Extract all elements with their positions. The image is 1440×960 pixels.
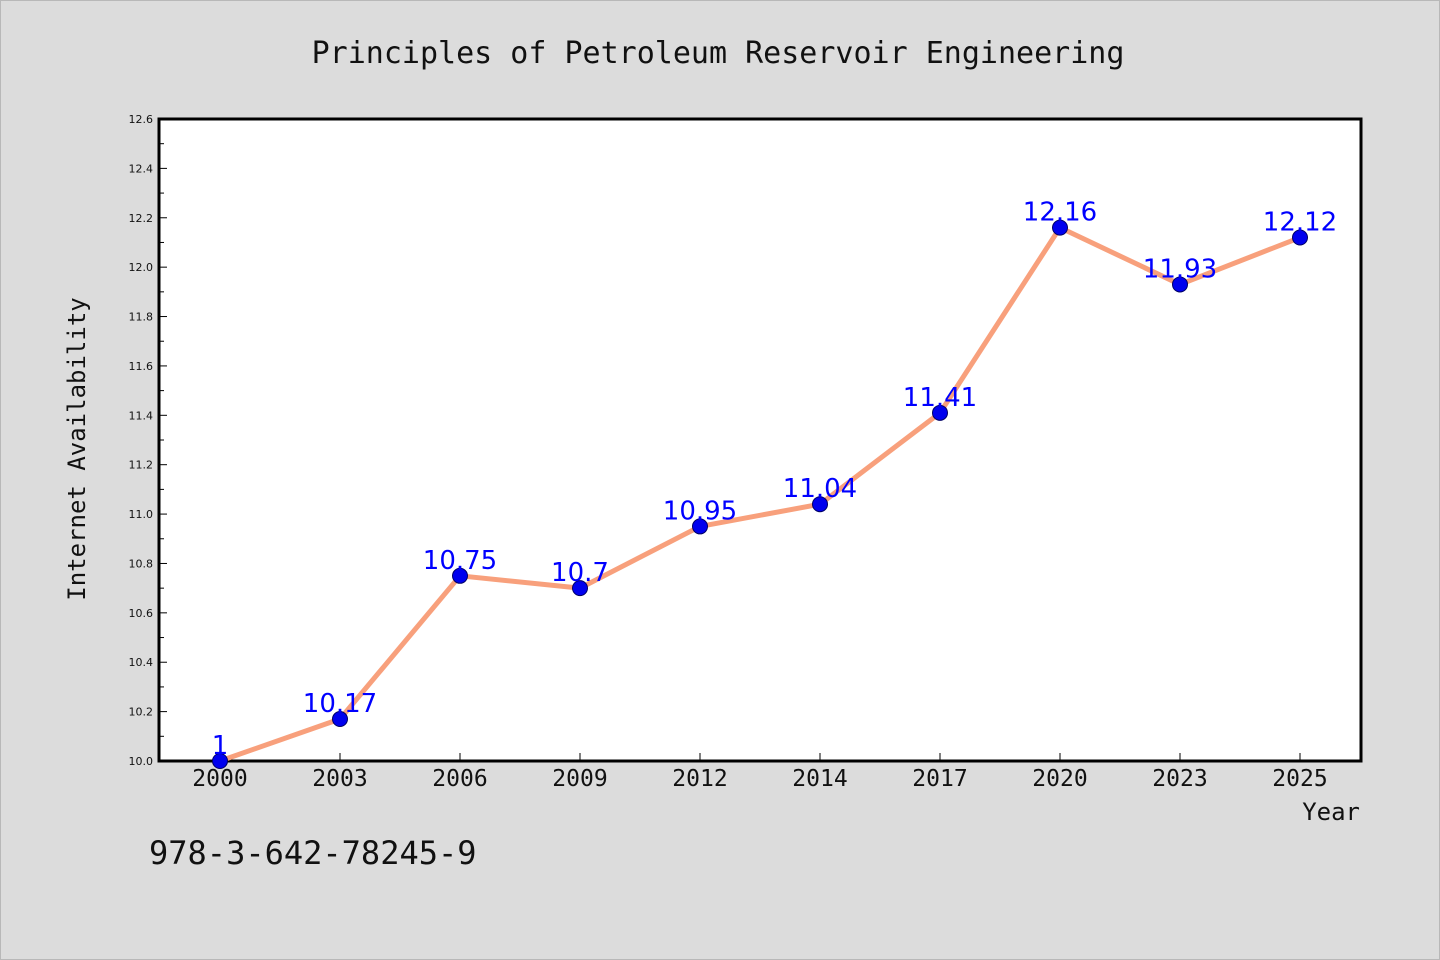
data-point [812, 496, 828, 513]
y-tick-label: 10.4 [129, 656, 154, 669]
y-tick-label: 11.6 [129, 360, 154, 373]
data-label: 12.12 [1263, 208, 1337, 238]
data-label: 12.16 [1023, 198, 1097, 228]
series-layer [212, 219, 1308, 769]
x-tick-label: 2009 [552, 766, 607, 792]
y-axis: 10.0 10.2 10.4 10.6 10.8 11.0 11.2 11.4 11.6 11.8… [129, 113, 167, 768]
data-point [332, 711, 348, 728]
data-point [932, 404, 948, 421]
x-tick-label: 2000 [192, 766, 247, 792]
data-point [212, 753, 228, 769]
chart-title: Principles of Petroleum Reservoir Engine… [312, 36, 1125, 71]
x-tick-label: 2025 [1272, 766, 1327, 792]
data-label: 11.93 [1143, 254, 1217, 284]
data-point [1172, 276, 1188, 293]
x-axis: 2000 2003 2006 2009 2012 2014 2017 2020 2023 2025 [192, 753, 1328, 792]
data-point [1292, 229, 1308, 246]
data-label: 10.95 [663, 496, 737, 526]
y-tick-label: 10.8 [129, 557, 154, 570]
x-tick-label: 2020 [1032, 766, 1087, 792]
y-tick-label: 11.4 [129, 409, 154, 422]
y-tick-label: 11.8 [129, 311, 154, 324]
y-tick-label: 10.6 [129, 607, 154, 620]
data-label: 10.7 [551, 558, 609, 588]
data-labels: 1 10.17 10.75 10.7 10.95 11.04 11.41 12.16 11.93… [212, 198, 1337, 761]
data-label: 10.17 [303, 689, 377, 719]
data-point [572, 580, 588, 597]
data-label: 11.04 [783, 474, 857, 504]
data-point [452, 567, 468, 584]
y-tick-label: 10.2 [129, 706, 154, 719]
y-tick-label: 12.4 [129, 162, 154, 175]
series-line [217, 225, 1303, 764]
x-tick-label: 2012 [672, 766, 727, 792]
y-tick-label: 12.0 [129, 261, 154, 274]
x-tick-label: 2017 [912, 766, 967, 792]
y-tick-label: 12.2 [129, 212, 154, 225]
y-tick-label: 11.0 [129, 508, 154, 521]
isbn-text: 978-3-642-78245-9 [149, 834, 477, 872]
y-tick-label: 12.6 [129, 113, 154, 126]
data-label: 10.75 [423, 546, 497, 576]
y-tick-label: 11.2 [129, 459, 154, 472]
y-axis-label: Internet Availability [63, 297, 91, 600]
data-label: 1 [212, 731, 229, 761]
x-tick-label: 2023 [1152, 766, 1207, 792]
plot-area [157, 117, 1363, 763]
x-tick-label: 2003 [312, 766, 367, 792]
y-tick-label: 10.0 [129, 755, 154, 768]
data-point [1052, 219, 1068, 236]
x-tick-label: 2006 [432, 766, 487, 792]
data-label: 11.41 [903, 383, 977, 413]
data-point [692, 518, 708, 535]
x-axis-label: Year [1302, 798, 1360, 826]
x-tick-label: 2014 [792, 766, 847, 792]
